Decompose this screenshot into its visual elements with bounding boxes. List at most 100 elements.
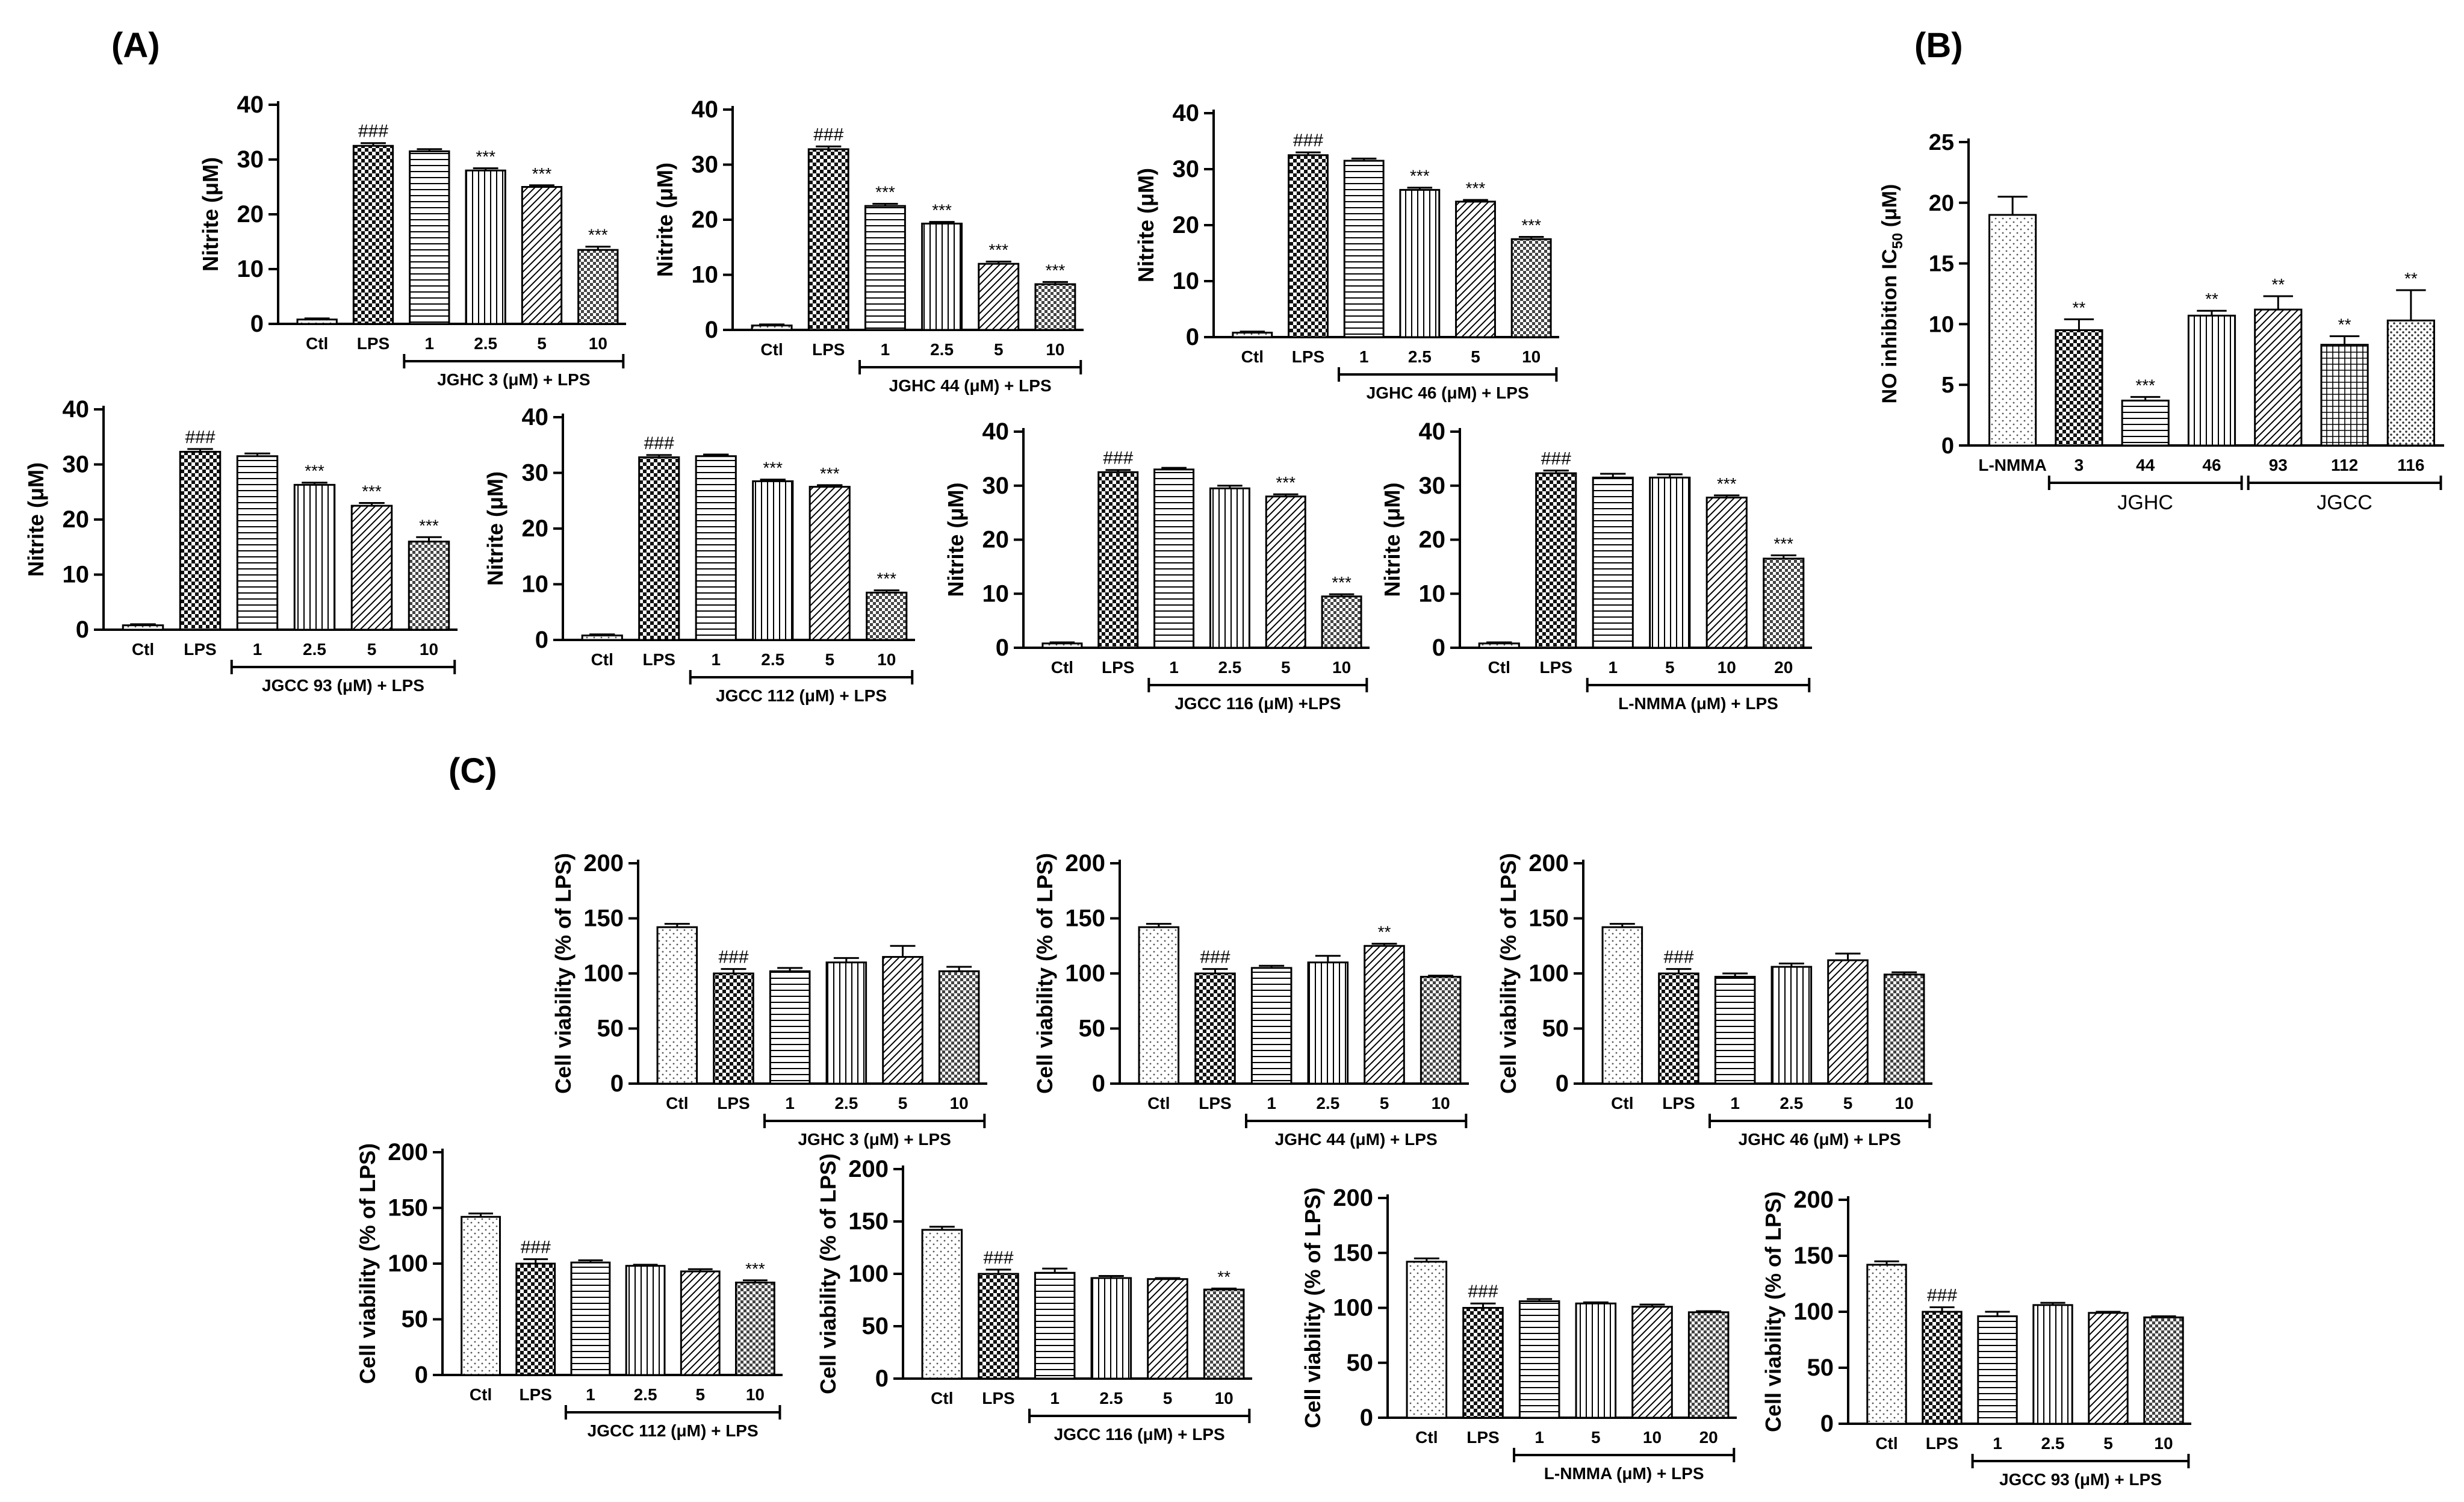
x-tick-label: Ctl [1875,1434,1898,1453]
y-tick-label: 10 [522,571,549,598]
y-tick-label: 0 [875,1365,889,1392]
significance-label: ** [2073,298,2086,317]
y-tick-label: 50 [1079,1016,1106,1042]
x-tick-label: Ctl [1147,1094,1170,1113]
x-tick-label: 5 [367,640,377,659]
y-axis-label: Nitrite (μM) [23,462,48,577]
y-tick-label: 50 [1542,1016,1569,1042]
bar [1203,1288,1245,1380]
y-tick-label: 40 [1173,100,1200,126]
chart-a6: 0 10 20 30 40 Nitrite (μM) Ctl ### LPS 1 2.5 *** 5 **… [943,418,1370,713]
bar [461,1215,501,1376]
group-label: JGHC 46 (μM) + LPS [1739,1130,1901,1149]
x-tick-label: LPS [357,334,389,353]
x-tick-label: 1 [586,1385,595,1404]
y-tick-label: 40 [982,418,1010,445]
bar [1462,1307,1504,1419]
y-tick-label: 30 [522,460,549,486]
y-tick-label: 0 [535,627,548,653]
bar [1097,471,1139,649]
y-tick-label: 20 [1173,212,1200,238]
x-tick-label: 10 [1215,1389,1234,1407]
x-tick-label: 2.5 [303,640,326,659]
y-axis-label: Nitrite (μM) [1380,482,1404,597]
x-tick-label: LPS [1926,1434,1958,1453]
panel-label-c: (C) [448,751,497,790]
bar [866,591,908,641]
bar [735,1281,775,1376]
x-tick-label: 20 [1699,1428,1718,1447]
x-tick-label: 2.5 [474,334,497,353]
x-tick-label: 2.5 [1408,347,1432,366]
x-tick-label: 1 [425,334,435,353]
y-tick-label: 30 [237,146,264,173]
x-tick-label: 1 [785,1094,795,1113]
x-tick-label: 44 [2136,456,2155,474]
x-tick-label: 10 [1522,347,1541,366]
group-label: JGHC 44 (μM) + LPS [889,376,1052,395]
y-tick-label: 20 [982,527,1010,553]
chart-a5: 0 10 20 30 40 Nitrite (μM) Ctl ### LPS 1 *** 2.5 ***… [483,404,915,705]
bar [807,148,849,331]
y-tick-label: 20 [692,206,719,233]
group-label: L-NMMA (μM) + LPS [1618,694,1778,713]
y-tick-label: 0 [1820,1410,1834,1437]
bar [1250,967,1293,1085]
x-tick-label: LPS [812,340,845,359]
y-tick-label: 15 [1929,252,1954,277]
chart-c5: 0 50 100 150 200 Cell viability (% of LPS) Ctl… [816,1153,1252,1444]
y-tick-label: 150 [1528,905,1569,932]
bar [1687,1311,1730,1419]
y-axis-label: NO inhibition IC50 (μM) [1878,184,1906,404]
x-tick-label: 5 [994,340,1004,359]
bar [570,1261,611,1376]
significance-label: ### [1200,948,1230,967]
x-tick-label: 5 [1665,658,1675,677]
significance-label: ** [1217,1267,1230,1286]
x-tick-label: 5 [1380,1094,1389,1113]
group-label: L-NMMA (μM) + LPS [1544,1464,1704,1483]
bar [1922,1311,1963,1425]
significance-label: *** [820,464,840,483]
bar [882,956,923,1085]
x-tick-label: 10 [1432,1094,1450,1113]
x-tick-label: Ctl [1611,1094,1633,1113]
x-tick-label: LPS [982,1389,1014,1407]
significance-label: ** [2271,275,2285,294]
significance-label: ** [2205,290,2218,308]
x-tick-label: 1 [1267,1094,1276,1113]
y-tick-label: 40 [522,404,549,430]
y-tick-label: 20 [1929,191,1954,216]
bar [1265,495,1306,649]
y-tick-label: 0 [1186,324,1199,350]
significance-label: *** [532,164,552,183]
bar [921,222,963,331]
x-tick-label: 10 [589,334,607,353]
x-tick-label: 1 [1993,1434,2002,1453]
y-tick-label: 40 [692,96,719,123]
bar [1364,945,1405,1085]
chart-a3: 0 10 20 30 40 Nitrite (μM) Ctl ### LPS 1 *** 2.5 ***… [1134,100,1559,402]
x-tick-label: Ctl [1488,658,1510,677]
y-tick-label: 10 [982,580,1010,607]
significance-label: ### [358,122,388,141]
y-tick-label: 50 [1347,1350,1374,1376]
bar [978,1273,1019,1380]
bar [1343,160,1385,338]
y-tick-label: 100 [1793,1299,1834,1325]
y-tick-label: 150 [1793,1243,1834,1269]
bar [680,1270,721,1376]
significance-label: ### [521,1238,551,1258]
significance-label: ** [2404,269,2418,288]
bar [638,456,680,641]
y-tick-label: 0 [76,616,89,643]
y-axis-label: Cell viability (% of LPS) [355,1143,380,1384]
x-tick-label: 10 [877,650,896,669]
bar [236,455,279,631]
y-tick-label: 150 [1065,905,1105,932]
group-label: JGHC 3 (μM) + LPS [437,370,590,389]
x-tick-label: 10 [1895,1094,1914,1113]
x-tick-label: 5 [1591,1428,1601,1447]
